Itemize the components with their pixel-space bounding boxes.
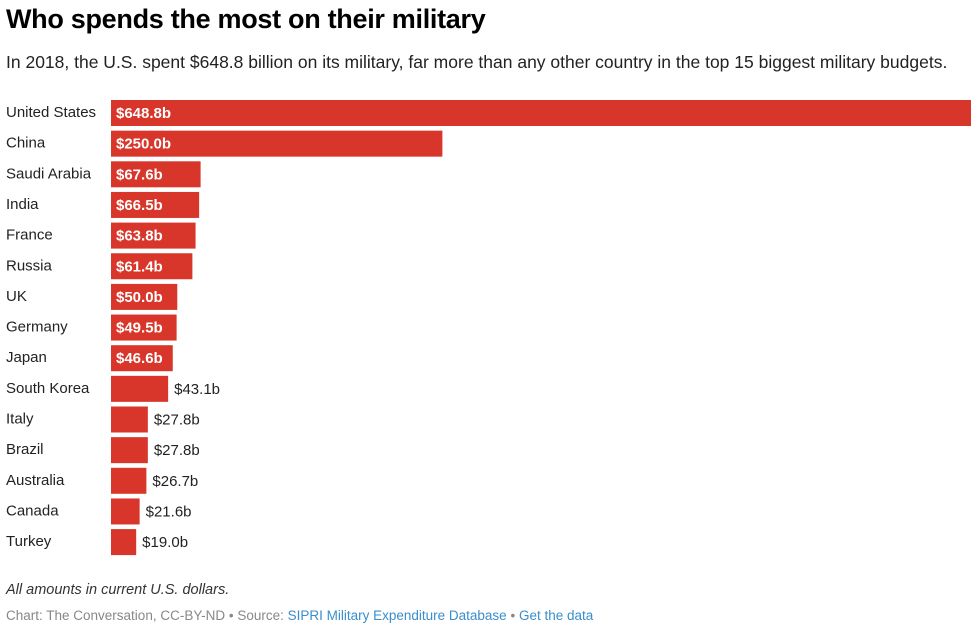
chart-title: Who spends the most on their military (6, 4, 486, 34)
category-label: Turkey (6, 533, 52, 550)
category-label: Brazil (6, 441, 44, 458)
value-label: $21.6b (146, 503, 192, 520)
bar (111, 191, 200, 218)
bar (111, 529, 137, 556)
bar (111, 100, 971, 126)
credit-text: Chart: The Conversation, CC-BY-ND • Sour… (6, 608, 288, 623)
source-link[interactable]: SIPRI Military Expenditure Database (287, 608, 507, 623)
bar (111, 375, 169, 402)
category-label: Canada (6, 502, 59, 519)
value-label: $43.1b (174, 381, 220, 398)
credit-separator: • (506, 608, 519, 623)
credit-line: Chart: The Conversation, CC-BY-ND • Sour… (6, 608, 593, 623)
value-label: $19.0b (142, 534, 188, 551)
category-label: Australia (6, 472, 65, 489)
category-label: Germany (6, 319, 68, 336)
bar (111, 498, 140, 525)
value-label: $61.4b (116, 258, 163, 275)
bar (111, 222, 196, 249)
category-label: China (6, 135, 46, 152)
value-label: $27.8b (154, 412, 200, 429)
bar-chart: United States $648.8b China $250.0b Saudi Ar… (6, 100, 971, 556)
get-the-data-link[interactable]: Get the data (518, 608, 594, 623)
footnote: All amounts in current U.S. dollars. (6, 582, 230, 598)
bar (111, 406, 148, 433)
value-label: $648.8b (116, 105, 171, 122)
bar (111, 130, 443, 157)
value-label: $67.6b (116, 166, 163, 183)
category-label: India (6, 196, 39, 213)
bar (111, 314, 177, 341)
category-label: Russia (6, 257, 53, 274)
value-label: $50.0b (116, 289, 163, 306)
category-label: Japan (6, 349, 47, 366)
value-label: $26.7b (152, 473, 198, 490)
value-label: $66.5b (116, 197, 163, 214)
category-label: UK (6, 288, 27, 305)
category-label: France (6, 227, 53, 244)
value-label: $27.8b (154, 442, 200, 459)
bar (111, 253, 193, 280)
bar (111, 345, 173, 372)
category-label: Italy (6, 411, 34, 428)
category-label: United States (6, 104, 96, 121)
chart-subtitle: In 2018, the U.S. spent $648.8 billion o… (6, 52, 948, 72)
bar (111, 437, 148, 464)
bar (111, 161, 201, 188)
category-label: South Korea (6, 380, 90, 397)
value-label: $49.5b (116, 320, 163, 337)
value-label: $63.8b (116, 228, 163, 245)
category-label: Saudi Arabia (6, 165, 92, 182)
bar (111, 283, 178, 310)
value-label: $46.6b (116, 350, 163, 367)
bar (111, 467, 147, 494)
value-label: $250.0b (116, 136, 171, 153)
